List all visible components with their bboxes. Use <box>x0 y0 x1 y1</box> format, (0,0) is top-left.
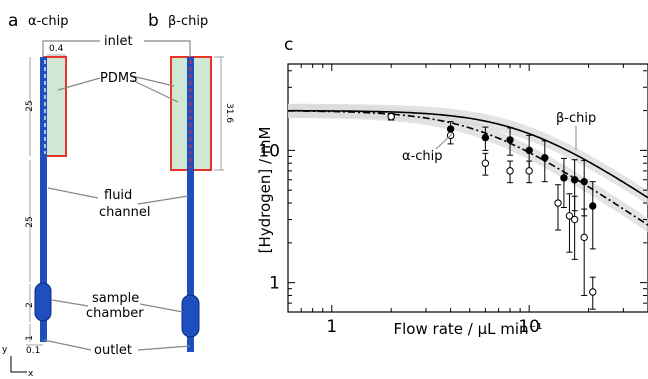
x-tick-label: 1 <box>326 317 337 337</box>
dim-beta-length: 31.6 <box>224 103 234 123</box>
alpha-curve-pointer <box>435 133 453 150</box>
dim-upper-length: 25 <box>25 100 35 111</box>
beta-channel <box>187 57 194 352</box>
outlet-label: outlet <box>94 343 132 358</box>
panel-a-letter: a <box>8 11 18 31</box>
panel-a-title: α-chip <box>28 14 69 29</box>
dim-chamber-length: 2 <box>25 302 35 308</box>
alpha-marker <box>525 167 533 175</box>
data-point <box>560 157 568 209</box>
panel-c-letter: c <box>284 35 293 55</box>
data-point <box>481 126 490 151</box>
model-curve-alpha <box>288 110 648 226</box>
data-point <box>580 159 588 217</box>
panel-b-title: β-chip <box>168 14 208 29</box>
beta-marker <box>580 177 588 186</box>
data-point <box>481 152 490 176</box>
data-points <box>387 112 597 310</box>
alpha-marker <box>481 159 490 167</box>
alpha-marker <box>570 215 579 224</box>
alpha-curve-label: α-chip <box>402 149 443 164</box>
model-curve-beta <box>288 109 648 199</box>
data-point <box>589 181 597 250</box>
alpha-sample-chamber <box>34 282 52 322</box>
beta-marker <box>525 146 533 155</box>
beta-marker <box>506 136 514 144</box>
x-tick-label: 10 <box>518 317 540 337</box>
alpha-marker <box>554 199 562 207</box>
inlet-label: inlet <box>104 34 133 49</box>
fluid-channel-label-line2: channel <box>99 205 150 220</box>
y-tick-label: 10 <box>258 141 280 161</box>
axis-x-label: x <box>28 369 34 379</box>
fluid-channel-callout-lines <box>47 187 189 205</box>
data-point <box>565 193 574 253</box>
plot-frame <box>287 63 648 313</box>
beta-sample-chamber <box>181 294 200 338</box>
hydrogen-flow-chart: 1 10 1 10 Flow rate / μL min⁻¹ [Hydrogen] /… <box>256 63 648 338</box>
pdms-label: PDMS <box>100 71 137 86</box>
coordinate-axes-icon <box>10 356 27 373</box>
beta-marker <box>481 133 490 142</box>
x-axis-label: Flow rate / μL min⁻¹ <box>394 320 543 338</box>
alpha-marker <box>589 288 597 296</box>
alpha-marker <box>580 233 588 242</box>
y-tick-label: 1 <box>269 274 280 294</box>
dim-lower-length: 25 <box>25 216 35 227</box>
data-point <box>570 195 579 260</box>
beta-curve-label: β-chip <box>556 111 596 126</box>
fluid-channel-label-line1: fluid <box>104 188 132 203</box>
alpha-chip-schematic <box>34 56 67 342</box>
axis-y-label: y <box>2 345 8 355</box>
outlet-callout-lines <box>43 339 191 351</box>
model-curves <box>288 109 648 226</box>
beta-marker <box>589 202 597 210</box>
data-point <box>589 276 597 310</box>
model-band <box>288 103 648 233</box>
data-point <box>506 160 514 184</box>
alpha-marker <box>387 112 395 121</box>
dim-outlet-width: 0.1 <box>26 346 40 356</box>
sample-chamber-callout-lines <box>51 299 184 313</box>
sample-chamber-label-line1: sample <box>92 291 139 306</box>
beta-marker <box>560 174 568 182</box>
axis-ticks: 1 10 1 10 <box>258 64 648 337</box>
beta-marker <box>570 176 579 184</box>
data-point <box>554 184 562 231</box>
y-axis-label: [Hydrogen] / mM <box>256 127 274 254</box>
dim-top-width: 0.4 <box>49 44 64 54</box>
data-point <box>387 112 395 121</box>
data-point <box>541 140 549 183</box>
data-point <box>525 160 533 184</box>
alpha-marker <box>565 212 574 220</box>
beta-marker <box>541 154 549 162</box>
alpha-channel <box>40 57 47 342</box>
data-point <box>506 127 514 156</box>
alpha-marker <box>506 167 514 175</box>
beta-chip-schematic <box>170 56 212 352</box>
dimension-lines <box>26 54 224 346</box>
data-point <box>580 208 588 296</box>
panel-b-letter: b <box>148 11 159 31</box>
sample-chamber-label-line2: chamber <box>86 306 144 321</box>
alpha-pdms-block <box>43 56 67 157</box>
pdms-callout-lines <box>57 75 179 103</box>
dim-outlet-length: 1 <box>25 335 35 341</box>
